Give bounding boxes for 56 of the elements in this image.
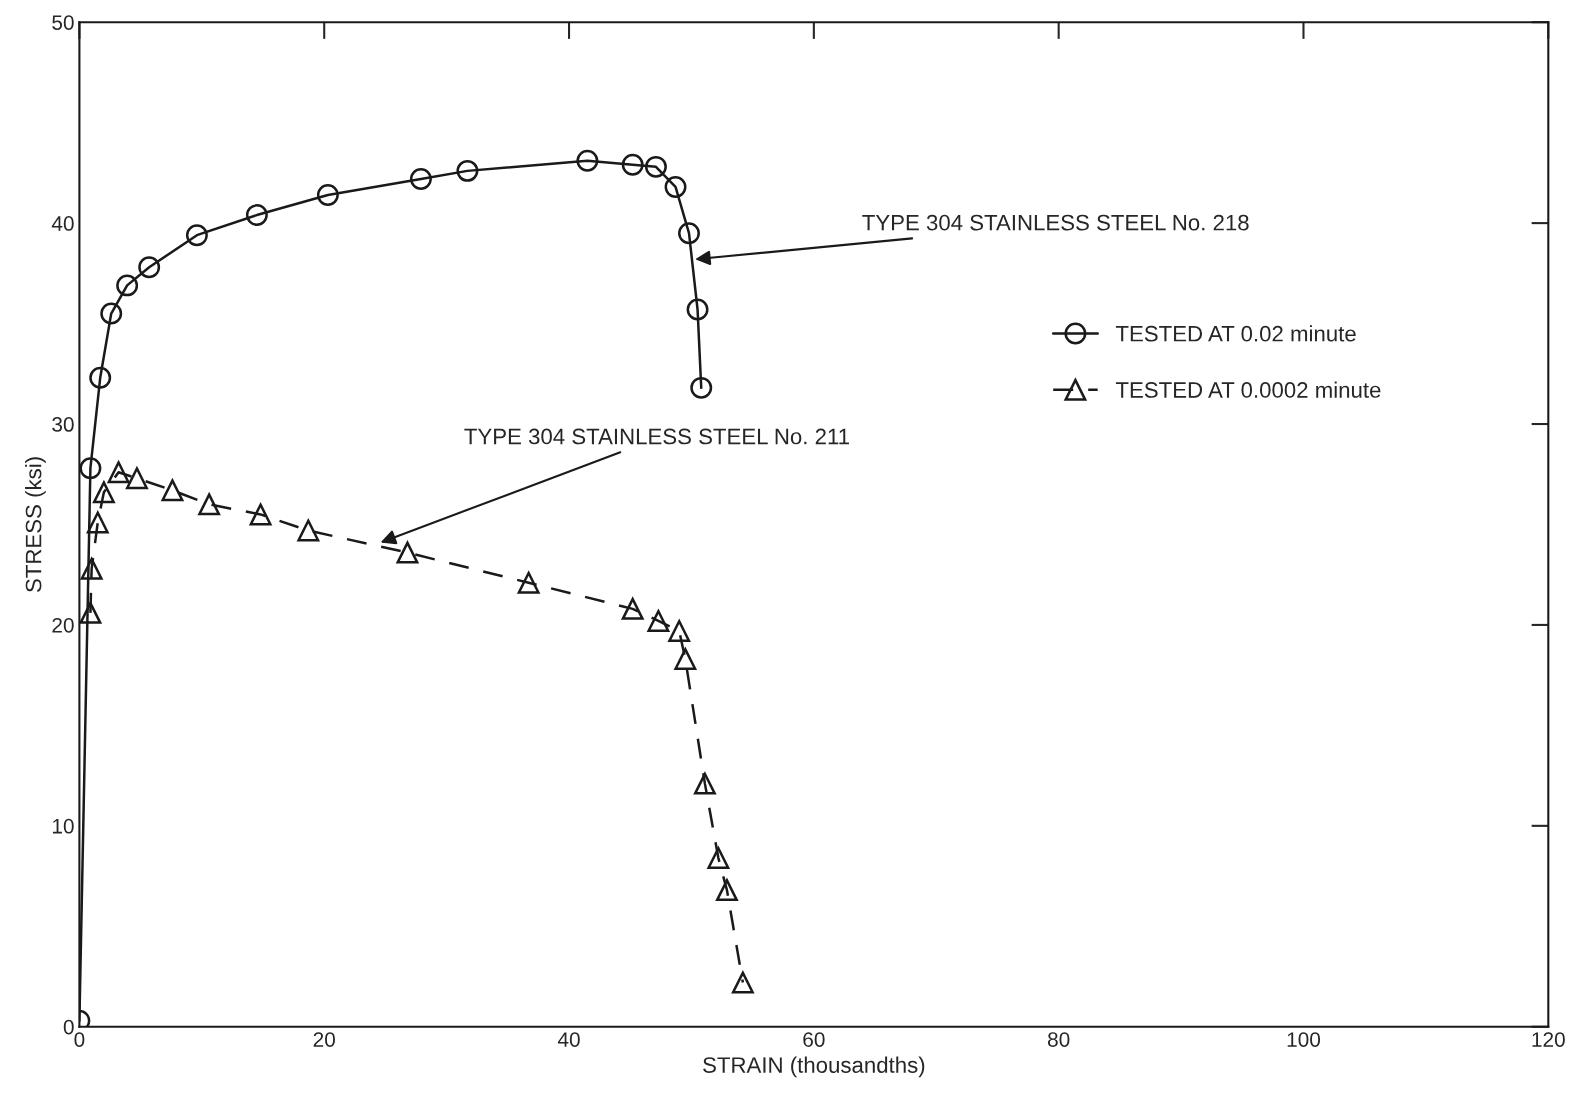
point [79, 457, 102, 480]
point [693, 772, 716, 795]
point [316, 184, 339, 206]
point [116, 274, 139, 297]
annotation: TYPE 304 STAINLESS STEEL No. 218 [862, 214, 1249, 231]
point [668, 619, 691, 642]
x-tick-label: 120 [1532, 1032, 1565, 1047]
y-tick-label: 10 [52, 818, 74, 834]
point [678, 222, 700, 245]
point [576, 149, 599, 172]
point [731, 971, 754, 994]
point [185, 224, 208, 247]
point [138, 256, 161, 279]
point [664, 175, 687, 198]
point [297, 519, 320, 542]
y-tick-label: 50 [52, 15, 74, 30]
point [456, 159, 479, 182]
point [100, 302, 123, 325]
point [80, 557, 103, 580]
x-tick-label: 20 [313, 1032, 335, 1047]
point [409, 167, 432, 190]
point [89, 366, 112, 389]
legend-label: TESTED AT 0.0002 minute [1115, 381, 1381, 398]
point [245, 204, 268, 227]
point [92, 481, 115, 504]
point [396, 541, 419, 564]
point [107, 461, 130, 484]
point [621, 153, 644, 176]
point [644, 155, 667, 178]
point [621, 597, 644, 620]
point [125, 467, 148, 490]
legend-label: TESTED AT 0.02 minute [1115, 325, 1356, 342]
annotation: TYPE 304 STAINLESS STEEL No. 211 [464, 428, 849, 445]
point [249, 503, 272, 526]
x-tick-label: 60 [803, 1032, 825, 1047]
y-tick-label: 0 [63, 1019, 74, 1035]
y-tick-label: 30 [52, 417, 74, 432]
point [517, 571, 540, 594]
x-tick-label: 0 [74, 1032, 85, 1047]
point [198, 493, 221, 516]
point [674, 648, 697, 671]
y-tick-label: 20 [52, 617, 74, 633]
x-tick-label: 40 [557, 1032, 580, 1047]
x-tick-label: 100 [1287, 1032, 1321, 1047]
x-tick-label: 80 [1047, 1032, 1070, 1047]
y-tick-label: 40 [51, 216, 74, 231]
x-axis-title: STRAIN (thousandths) [703, 1056, 925, 1078]
point [715, 879, 738, 902]
point [161, 479, 184, 502]
y-axis-title: STRESS (ksi) [25, 457, 46, 592]
point [647, 609, 670, 632]
point [690, 376, 713, 399]
point [686, 298, 709, 321]
point [86, 511, 109, 534]
point [79, 601, 102, 624]
point [707, 847, 730, 869]
